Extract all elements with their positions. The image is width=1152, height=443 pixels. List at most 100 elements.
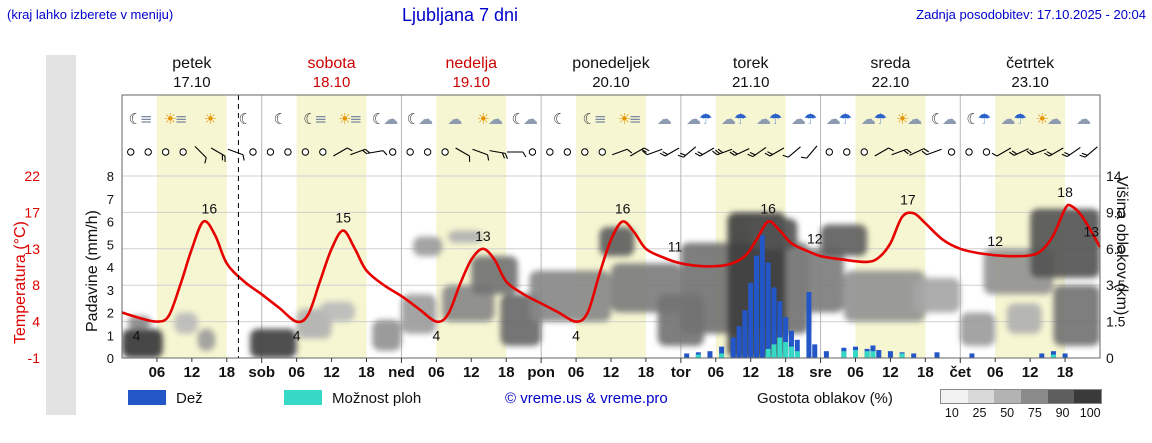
wind-barb-icon — [677, 146, 697, 158]
cloud-blob — [372, 319, 402, 351]
rain-legend-swatch — [128, 390, 166, 405]
x-axis-hour-label: 18 — [638, 364, 655, 381]
precipitation-tick-label: 0 — [107, 351, 114, 366]
wind-barb-icon — [800, 145, 818, 159]
temperature-value-label: 4 — [293, 328, 301, 344]
wind-barb-icon — [367, 150, 388, 156]
temperature-tick-label: 13 — [24, 241, 40, 257]
wind-calm-icon — [598, 148, 606, 156]
copyright-link[interactable]: © vreme.us & vreme.pro — [505, 390, 668, 407]
temperature-value-label: 16 — [615, 201, 631, 217]
showers-bar — [765, 348, 771, 358]
cloud-density-legend-label: Gostota oblakov (%) — [757, 390, 893, 407]
cloud-blob — [599, 226, 635, 257]
rain-bar — [1062, 353, 1068, 358]
day-date-label: 17.10 — [173, 74, 211, 91]
showers-bar — [841, 351, 847, 358]
wind-calm-icon — [528, 148, 537, 156]
wind-calm-icon — [546, 148, 554, 156]
day-name-label: ponedeljek — [572, 55, 650, 72]
axis-tick-labels: 22 17 13 8 4 -1 8 7 6 5 4 3 2 1 0 14 9.0 6.0 3.5 1.5 0 — [24, 168, 1125, 366]
x-axis-hour-label: 06 — [987, 364, 1004, 381]
wind-calm-icon — [388, 148, 397, 156]
day-name-label: četrtek — [1006, 55, 1055, 72]
x-axis-day-label: pon — [527, 364, 555, 381]
cloud-blob — [448, 230, 483, 243]
x-axis-hour-label: 12 — [882, 364, 899, 381]
cloud-blob — [401, 294, 437, 334]
wind-barb-icon — [210, 147, 226, 162]
rain-legend-label: Dež — [176, 390, 203, 407]
weather-icon: ☾≡ — [303, 110, 325, 128]
day-name-label: nedelja — [445, 55, 497, 72]
x-axis-hour-label: 18 — [218, 364, 235, 381]
wind-calm-icon — [563, 148, 572, 156]
weather-icon: ☀☁ — [896, 110, 922, 128]
density-gradient-segment — [1074, 390, 1102, 403]
wind-calm-icon — [319, 148, 327, 156]
showers-legend-label: Možnost ploh — [332, 390, 422, 407]
weather-icon: ☾ — [239, 110, 250, 128]
showers-bar — [783, 342, 789, 358]
weather-icon: ☾≡ — [128, 110, 150, 128]
wind-barb-icon — [874, 147, 894, 157]
precipitation-tick-label: 7 — [107, 192, 114, 207]
cloud-density-gradient-bar — [940, 389, 1102, 404]
rain-bar — [754, 255, 760, 358]
temperature-value-label: 16 — [202, 201, 218, 217]
wind-barb-icon — [659, 147, 680, 157]
weather-icon: ☁ — [1076, 110, 1091, 128]
wind-calm-icon — [406, 148, 414, 156]
weather-icon: ☁ — [657, 110, 672, 128]
rain-bar — [684, 353, 690, 358]
cloud-blob — [1006, 303, 1042, 334]
rain-bar — [876, 350, 882, 358]
day-date-label: 18.10 — [313, 74, 351, 91]
temperature-tick-label: 22 — [24, 168, 40, 184]
wind-barb-icon — [350, 148, 371, 156]
showers-bar — [771, 344, 777, 358]
rain-bar — [771, 287, 777, 358]
temperature-value-labels: 4 16 4 15 4 13 4 16 11 16 12 17 12 18 13 — [133, 184, 1100, 343]
temperature-value-label: 4 — [133, 328, 141, 344]
cloud-blob — [843, 270, 926, 322]
wind-calm-icon — [581, 148, 589, 156]
weather-icon: ☁☂ — [1000, 110, 1026, 128]
precipitation-tick-label: 1 — [107, 328, 114, 343]
precipitation-tick-label: 4 — [107, 260, 114, 275]
wind-calm-icon — [441, 148, 449, 156]
wind-calm-icon — [127, 148, 135, 156]
weather-icon: ☀≡ — [163, 110, 185, 128]
wind-barb-icon — [991, 147, 1012, 157]
weather-icon: ☁☂ — [721, 110, 747, 128]
weather-icon: ☀☁ — [477, 110, 503, 128]
x-axis-hour-label: 18 — [777, 364, 794, 381]
cloud-height-tick-label: 9.0 — [1106, 204, 1126, 220]
weather-icon: ☀≡ — [617, 110, 639, 128]
wind-barb-icon — [747, 146, 767, 158]
weather-icon: ☀≡ — [338, 110, 360, 128]
wind-calm-icon — [144, 148, 152, 156]
weather-icon: ☾ — [553, 110, 564, 128]
wind-calm-icon — [284, 148, 292, 156]
wind-barb-icon — [1044, 147, 1064, 157]
page-title: Ljubljana 7 dni — [401, 5, 519, 25]
cloud-blob — [197, 328, 216, 351]
wind-calm-icon — [843, 148, 851, 156]
wind-symbols-row — [127, 145, 1098, 164]
x-axis-hour-label: 18 — [498, 364, 515, 381]
x-axis-day-label: sre — [809, 364, 832, 381]
density-scale-label: 75 — [1027, 406, 1042, 420]
density-gradient-segment — [1021, 390, 1048, 403]
rain-bar — [719, 346, 725, 358]
wind-barb-icon — [1079, 146, 1098, 158]
precipitation-tick-label: 8 — [107, 169, 114, 184]
location-menu-hint: (kraj lahko izberete v meniju) — [7, 7, 174, 22]
cloud-height-tick-label: 14 — [1106, 168, 1122, 184]
rain-bars — [684, 235, 1068, 358]
wind-barb-icon — [712, 148, 733, 156]
wind-calm-icon — [947, 148, 956, 156]
last-updated-text: Zadnja posodobitev: 17.10.2025 - 20:04 — [916, 7, 1146, 22]
day-name-label: sobota — [308, 55, 356, 72]
